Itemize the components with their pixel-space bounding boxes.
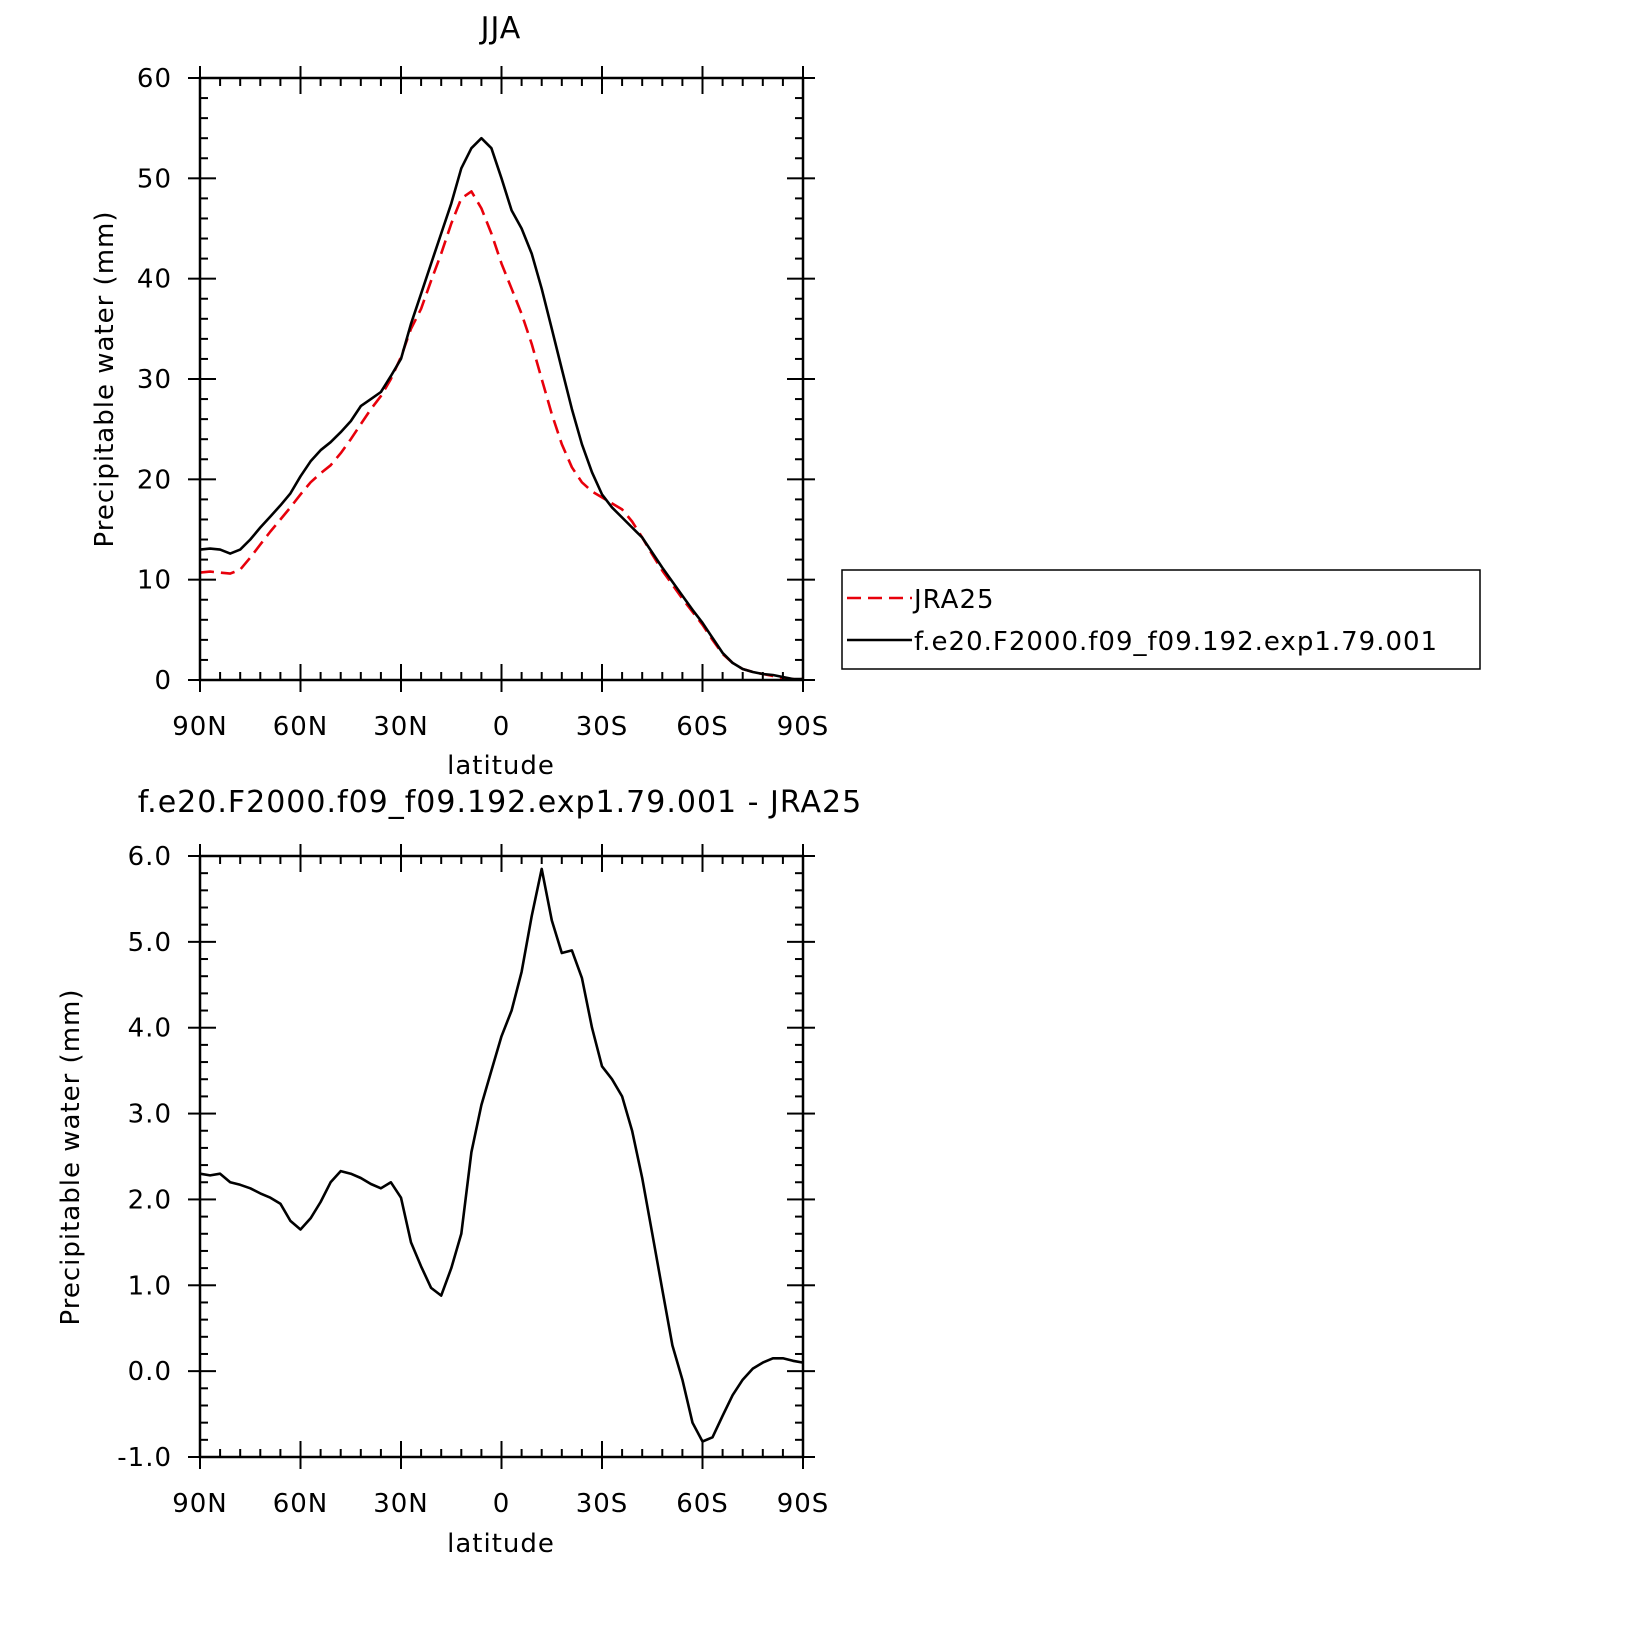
bottom-x-axis-label: latitude	[447, 1529, 555, 1559]
bottom-panel: f.e20.F2000.f09_f09.192.exp1.79.001 - JR…	[56, 785, 862, 1559]
bottom-xtick-label: 60S	[676, 1489, 729, 1519]
top-y-axis-label: Precipitable water (mm)	[90, 211, 120, 548]
top-xtick-label: 30S	[576, 712, 629, 742]
bottom-xtick-label: 30S	[576, 1489, 629, 1519]
top-plot-frame	[198, 76, 805, 682]
top-ytick-label: 30	[137, 365, 172, 395]
bottom-y-axis-label: Precipitable water (mm)	[56, 989, 86, 1326]
top-xtick-label: 90N	[172, 712, 228, 742]
top-xtick-label: 90S	[777, 712, 830, 742]
top-ytick-label: 40	[137, 265, 172, 295]
top-xtick-label: 30N	[373, 712, 429, 742]
legend-box	[841, 569, 1481, 670]
top-xtick-label: 0	[493, 712, 511, 742]
top-xtick-labels: 90N 60N 30N 0 30S 60S 90S	[172, 712, 830, 742]
bottom-ytick-label: -1.0	[117, 1443, 172, 1473]
bottom-xtick-label: 60N	[273, 1489, 329, 1519]
top-ytick-label: 60	[137, 64, 172, 94]
top-xtick-label: 60S	[676, 712, 729, 742]
bottom-ytick-label: 1.0	[128, 1271, 172, 1301]
top-ticks-layer	[188, 66, 815, 692]
bottom-plot-frame	[198, 854, 805, 1459]
top-ytick-label: 20	[137, 465, 172, 495]
bottom-xtick-label: 0	[493, 1489, 511, 1519]
legend-label-model: f.e20.F2000.f09_f09.192.exp1.79.001	[914, 627, 1438, 657]
bottom-ytick-label: 2.0	[128, 1185, 172, 1215]
top-series-line-1	[199, 136, 803, 681]
bottom-ytick-label: 0.0	[128, 1357, 172, 1387]
bottom-ytick-label: 5.0	[128, 928, 172, 958]
bottom-ytick-label: 6.0	[128, 842, 172, 872]
top-series-layer	[199, 136, 803, 681]
legend: JRA25 f.e20.F2000.f09_f09.192.exp1.79.00…	[841, 569, 1481, 670]
bottom-xtick-label: 90S	[777, 1489, 830, 1519]
bottom-xtick-label: 30N	[373, 1489, 429, 1519]
top-series-line-0	[199, 190, 803, 681]
bottom-series-layer	[199, 867, 804, 1443]
top-xtick-label: 60N	[273, 712, 329, 742]
top-ytick-label: 50	[137, 164, 172, 194]
top-ytick-labels: 0 10 20 30 40 50 60	[137, 64, 172, 696]
bottom-xtick-label: 90N	[172, 1489, 228, 1519]
top-x-axis-label: latitude	[447, 751, 555, 781]
top-ytick-label: 10	[137, 566, 172, 596]
top-chart-title: JJA	[479, 11, 522, 46]
bottom-xtick-labels: 90N 60N 30N 0 30S 60S 90S	[172, 1489, 830, 1519]
top-ytick-label: 0	[154, 666, 172, 696]
bottom-ytick-label: 4.0	[128, 1014, 172, 1044]
bottom-chart-title: f.e20.F2000.f09_f09.192.exp1.79.001 - JR…	[138, 785, 862, 820]
legend-label-jra25: JRA25	[912, 585, 995, 615]
bottom-ytick-label: 3.0	[128, 1100, 172, 1130]
top-panel: JJA 90N 60N 30N 0 30S 60S 90S 0 10 20 30 40 50 60 la…	[90, 11, 1481, 781]
bottom-series-line-0	[199, 867, 804, 1443]
bottom-ytick-labels: -1.0 0.0 1.0 2.0 3.0 4.0 5.0 6.0	[117, 842, 172, 1473]
bottom-ticks-layer	[188, 844, 815, 1469]
